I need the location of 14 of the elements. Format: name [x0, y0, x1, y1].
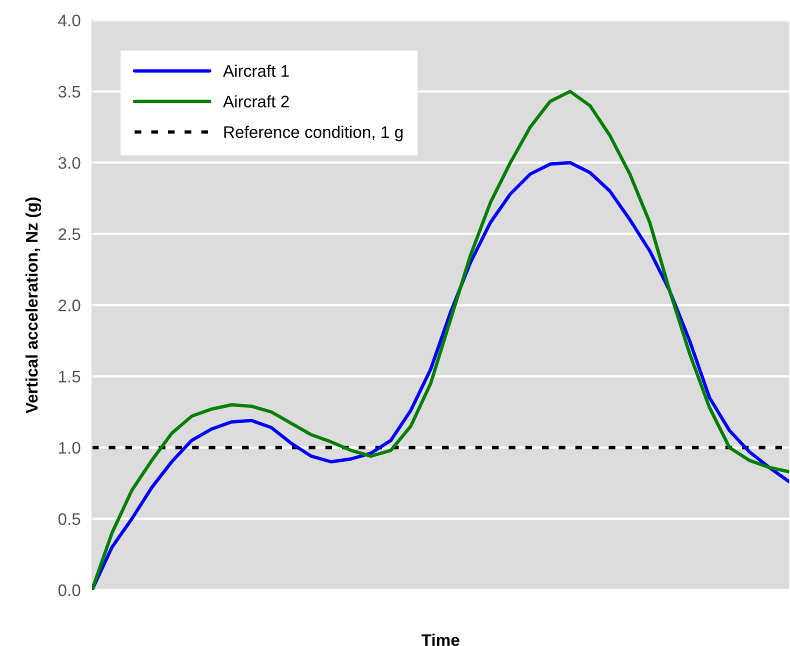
y-tick-label: 2.0 [58, 300, 80, 312]
legend-label: Aircraft 1 [222, 64, 289, 77]
legend-label: Aircraft 2 [222, 95, 289, 108]
y-tick-label: 3.5 [58, 86, 80, 98]
x-axis-title: Time [422, 634, 460, 646]
y-tick-label: 1.0 [59, 442, 80, 454]
y-tick-label: 0.5 [58, 513, 80, 525]
y-tick-label: 1.5 [59, 370, 80, 383]
y-tick-label: 2.5 [58, 228, 80, 240]
legend-label: Reference condition, 1 g [224, 126, 403, 142]
y-tick-label: 0.0 [58, 584, 80, 596]
y-tick-label: 3.0 [58, 157, 80, 169]
y-tick-label: 4.0 [58, 14, 80, 26]
y-axis-title: Vertical acceleration, Nz (g) [25, 198, 42, 414]
